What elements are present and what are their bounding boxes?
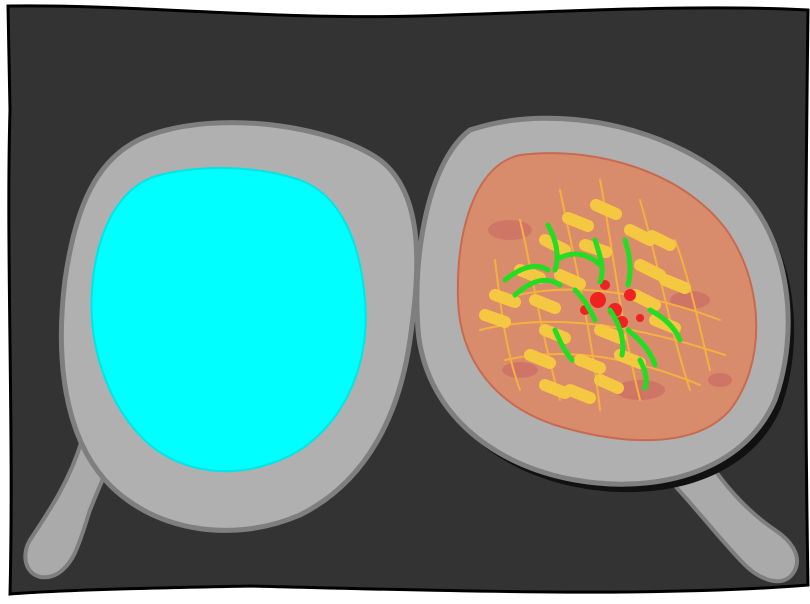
right-pan	[414, 115, 799, 584]
sauce-patches	[488, 220, 732, 400]
tomato-pieces	[580, 280, 644, 328]
right-pan-handle	[656, 452, 799, 584]
left-pan	[23, 120, 420, 580]
left-pan-water	[90, 167, 367, 473]
herb-garnish	[502, 222, 683, 391]
left-pan-handle	[23, 437, 124, 580]
